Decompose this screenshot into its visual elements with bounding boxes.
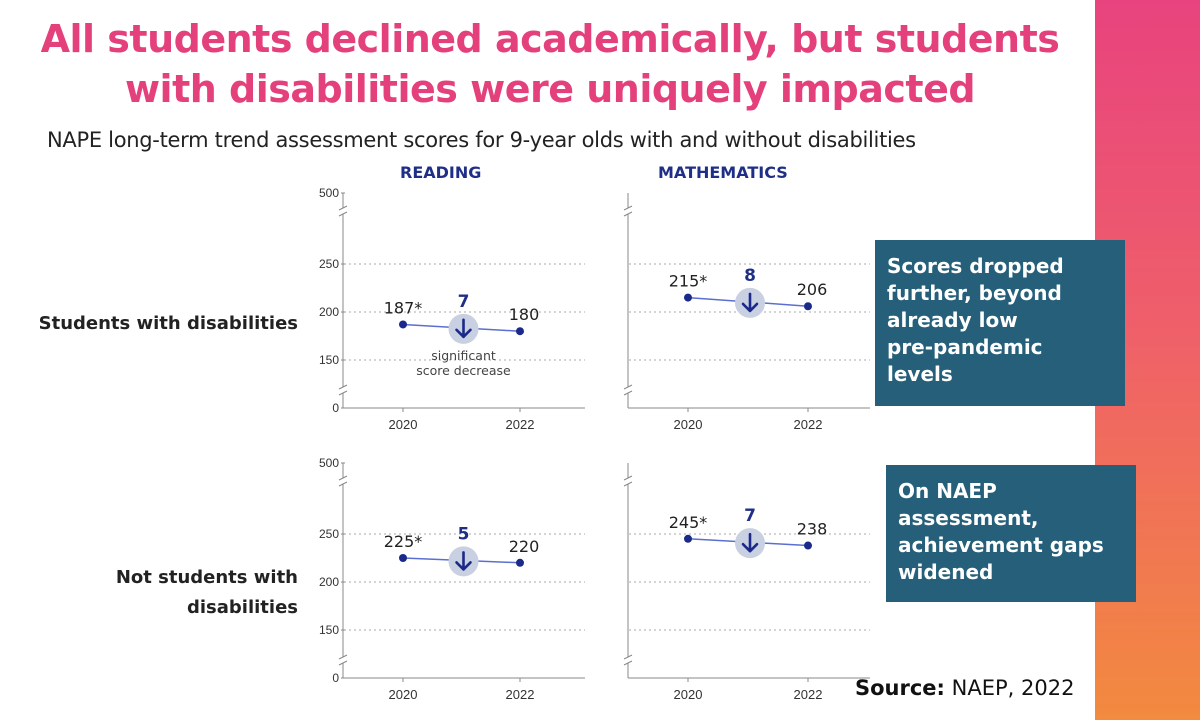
headline-line-2: with disabilities were uniquely impacted (124, 67, 976, 111)
panel-3-break-gap-1 (339, 657, 347, 663)
callout-gaps-widened: On NAEP assessment, achievement gaps wid… (886, 465, 1136, 602)
callout-1-line-1: Scores dropped (887, 254, 1064, 278)
panel-4-data-label-2020: 245* (669, 513, 708, 532)
source-text: NAEP, 2022 (951, 676, 1075, 700)
panel-1-data-label-2020: 187* (384, 298, 423, 317)
panel-3-y-tick-500: 500 (319, 456, 339, 470)
callout-2-line-2: assessment, (898, 506, 1039, 530)
callout-scores-dropped: Scores dropped further, beyond already l… (875, 240, 1125, 406)
source-note: Source: NAEP, 2022 (855, 676, 1074, 700)
row-label-students-with-disabilities: Students with disabilities (39, 309, 298, 339)
panel-3-y-tick-150: 150 (319, 623, 339, 637)
callout-1-line-2: further, beyond (887, 281, 1062, 305)
panel-4-x-tick-2020: 2020 (674, 687, 703, 702)
panel-4-data-label-2022: 238 (797, 520, 828, 539)
row-label-swd-text: Students with disabilities (38, 313, 298, 334)
column-label-mathematics: MATHEMATICS (658, 163, 788, 182)
panel-1-down-arrow-icon (455, 318, 472, 339)
panel-3-break-mark-1 (338, 654, 348, 666)
panel-3-x-tick-2022: 2022 (506, 687, 535, 702)
panel-4-change-label: 7 (744, 506, 756, 526)
panel-1-x-tick-2022: 2022 (506, 417, 535, 432)
panel-2-point-2020 (684, 293, 692, 302)
chart-subtitle: NAPE long-term trend assessment scores f… (47, 128, 916, 152)
callout-2-line-1: On NAEP (898, 479, 997, 503)
panel-1-y-tick-0: 0 (332, 401, 339, 415)
panel-1-break-gap-0 (339, 208, 347, 214)
panel-1-y-tick-500: 500 (319, 186, 339, 200)
panel-2-break-mark-1 (623, 384, 633, 396)
panel-3-change-label: 5 (458, 524, 470, 544)
panel-1-point-2020 (399, 320, 407, 329)
column-label-reading: READING (400, 163, 482, 182)
panel-1-y-tick-150: 150 (319, 353, 339, 367)
panel-2-break-mark-0 (623, 205, 633, 217)
panel-4-break-gap-0 (624, 478, 632, 484)
panel-3-x-tick-2020: 2020 (389, 687, 418, 702)
chart-panels: 500 250 200 150 0 2020 2022 7 187* 180 significant… (319, 186, 870, 702)
callout-2-line-3: achievement gaps (898, 533, 1104, 557)
callout-1-line-5: levels (887, 362, 953, 386)
panel-2-break-gap-0 (624, 208, 632, 214)
panel-1-x-tick-2020: 2020 (389, 417, 418, 432)
row-label-nswd-line-2: disabilities (186, 597, 298, 618)
panel-4-point-2022 (804, 541, 812, 550)
panel-4-x-tick-2022: 2022 (794, 687, 823, 702)
panel-4-break-gap-1 (624, 657, 632, 663)
panel-1-y-tick-250: 250 (319, 257, 339, 271)
panel-3-break-mark-0 (338, 475, 348, 487)
panel-1-break-gap-1 (339, 387, 347, 393)
panel-2-change-label: 8 (744, 266, 756, 286)
panel-1-break-mark-0 (338, 205, 348, 217)
panel-1-y-tick-200: 200 (319, 305, 339, 319)
panel-1-change-label: 7 (458, 292, 470, 312)
callout-1-line-4: pre-pandemic (887, 335, 1043, 359)
panel-3-data-label-2020: 225* (384, 532, 423, 551)
panel-2-x-tick-2022: 2022 (794, 417, 823, 432)
row-label-nswd-line-1: Not students with (115, 567, 298, 588)
panel-3-y-tick-250: 250 (319, 527, 339, 541)
panel-3-y-tick-0: 0 (332, 671, 339, 685)
panel-4-break-mark-0 (623, 475, 633, 487)
callout-2-line-4: widened (898, 560, 994, 584)
panel-3-y-tick-200: 200 (319, 575, 339, 589)
panel-4-down-arrow-icon (741, 532, 759, 553)
panel-1-break-mark-1 (338, 384, 348, 396)
panel-1-note-line-1: significant (431, 348, 496, 363)
panel-2-down-arrow-icon (741, 292, 759, 313)
source-label: Source: (855, 676, 945, 700)
panel-1-data-label-2022: 180 (509, 305, 540, 324)
panel-3-break-gap-0 (339, 478, 347, 484)
panel-3-data-label-2022: 220 (509, 537, 540, 556)
panel-3-point-2020 (399, 554, 407, 562)
panel-2-x-tick-2020: 2020 (674, 417, 703, 432)
panel-3-point-2022 (516, 558, 524, 567)
callout-1-line-3: already low (887, 308, 1018, 332)
panel-2-point-2022 (804, 302, 812, 311)
row-label-not-students-with-disabilities: Not students with disabilities (116, 563, 298, 623)
panel-2-data-label-2022: 206 (797, 280, 828, 299)
panel-2-break-gap-1 (624, 387, 632, 393)
panel-3-down-arrow-icon (455, 551, 472, 571)
panel-1-point-2022 (516, 327, 524, 336)
panel-1-note-line-2: score decrease (416, 363, 511, 378)
panel-2-data-label-2020: 215* (669, 272, 708, 291)
panel-4-break-mark-1 (623, 654, 633, 666)
panel-4-point-2020 (684, 534, 692, 543)
headline: All students declined academically, but … (0, 14, 1100, 114)
headline-line-1: All students declined academically, but … (40, 17, 1060, 61)
